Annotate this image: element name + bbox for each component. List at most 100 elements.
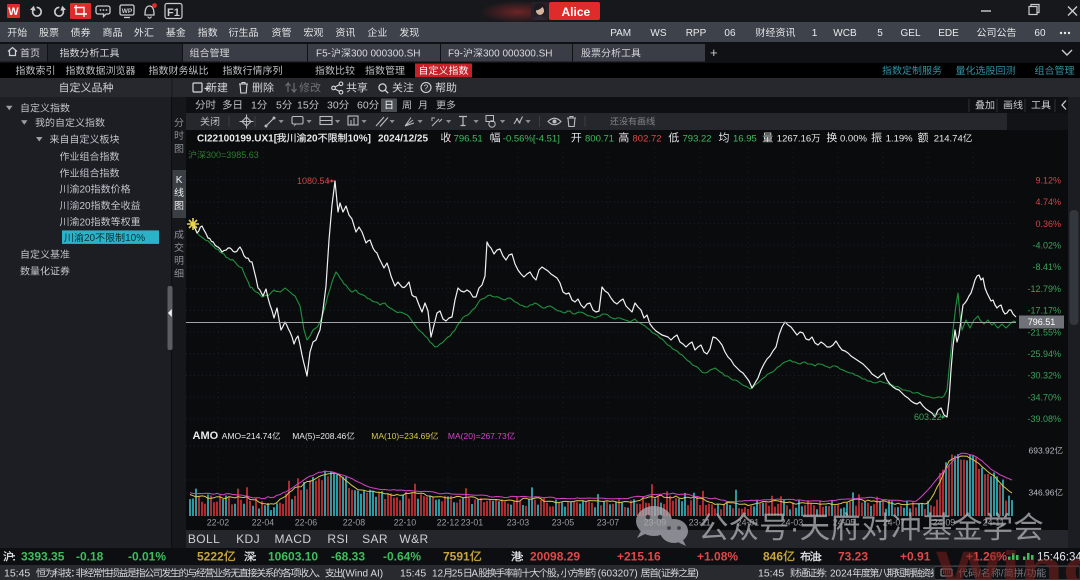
svg-text:(: ( [658,569,662,580]
svg-text:-0.64%: -0.64% [383,550,421,564]
svg-text::: : [819,552,823,564]
svg-text:1267.16: 1267.16 [777,134,811,145]
svg-text:802.72: 802.72 [633,134,662,145]
svg-text:22-04: 22-04 [252,518,275,528]
svg-text:/: / [978,569,981,580]
svg-text::: : [12,552,16,564]
svg-text:·: · [790,511,800,545]
svg-text:06: 06 [724,28,736,39]
svg-text:: 2024: : 2024 [824,569,852,580]
svg-text:Alice: Alice [562,5,591,19]
svg-text:-30.32%: -30.32% [1028,371,1062,381]
svg-text:10603.10: 10603.10 [268,550,318,564]
svg-text:+1.08%: +1.08% [697,550,738,564]
svg-text:10%: 10% [125,233,145,244]
svg-text:-0.01%: -0.01% [128,550,166,564]
svg-text:23-01: 23-01 [461,518,484,528]
svg-text:(Wind AI): (Wind AI) [342,569,383,580]
svg-text:W: W [8,6,19,18]
svg-text:5: 5 [276,100,282,112]
svg-text:15:45: 15:45 [4,568,30,580]
svg-text:WCB: WCB [833,28,857,39]
svg-text:800.71: 800.71 [585,134,614,145]
svg-text:796.51: 796.51 [454,134,483,145]
svg-text:603.22: 603.22 [914,412,942,422]
svg-text:-39.08%: -39.08% [1028,414,1062,424]
svg-text:300 000300.SH: 300 000300.SH [351,49,421,60]
svg-text:796.51: 796.51 [1028,317,1056,327]
svg-text:F5-: F5- [316,49,331,60]
svg-text:?: ? [424,84,429,93]
svg-text:24-05: 24-05 [833,518,856,528]
svg-text:1080.54: 1080.54 [297,176,330,186]
svg-text:GEL: GEL [901,28,921,39]
svg-text:-17.17%: -17.17% [1028,306,1062,316]
svg-text:EDE: EDE [938,28,959,39]
svg-text:20098.29: 20098.29 [530,550,580,564]
svg-text:，: ， [556,569,566,580]
svg-text::: : [253,552,257,564]
svg-text:MA(20)=267.73: MA(20)=267.73 [448,431,507,441]
svg-text:300=3985.63: 300=3985.63 [206,150,259,160]
svg-text:7591: 7591 [443,550,470,564]
svg-text:W&R: W&R [399,532,428,546]
svg-text:24-03: 24-03 [781,518,804,528]
svg-text:4.74%: 4.74% [1036,197,1062,207]
svg-text:20: 20 [80,185,92,196]
svg-text:20: 20 [80,217,92,228]
svg-text:1: 1 [251,100,257,112]
svg-text:24-01: 24-01 [737,518,760,528]
svg-text:15:45: 15:45 [758,568,784,580]
svg-text:SAR: SAR [362,532,388,546]
svg-text:60: 60 [357,100,369,112]
svg-text:+1.26%: +1.26% [966,550,1007,564]
svg-text:793.22: 793.22 [683,134,712,145]
svg-text:F1: F1 [167,7,180,19]
svg-text:23-11: 23-11 [689,518,711,528]
svg-text:(603207): (603207) [595,569,641,580]
svg-text:0.36%: 0.36% [1036,219,1062,229]
svg-text:846: 846 [763,550,783,564]
svg-text:AMO: AMO [193,430,219,442]
svg-text:K: K [176,175,183,186]
svg-text:24-11: 24-11 [983,518,1005,528]
svg-text:1: 1 [812,28,818,39]
svg-text:WP: WP [122,8,133,15]
svg-text:WS: WS [650,28,666,39]
svg-text:23-05: 23-05 [552,518,575,528]
svg-text:20: 20 [84,233,96,244]
svg-text:): ) [695,569,698,580]
svg-text:693.92: 693.92 [1029,446,1055,456]
svg-text:22-10: 22-10 [394,518,417,528]
svg-text:0.00%: 0.00% [840,134,867,145]
svg-text:-25.94%: -25.94% [1028,349,1062,359]
svg-text:10%]: 10%] [348,134,371,145]
svg-text:16.95: 16.95 [733,134,757,145]
svg-text:15:46:34: 15:46:34 [1037,552,1080,564]
svg-text:22-08: 22-08 [343,518,366,528]
svg-text:22-06: 22-06 [295,518,318,528]
svg-text:60: 60 [1034,28,1046,39]
svg-text:24-07: 24-07 [883,518,906,528]
svg-text:23-03: 23-03 [507,518,530,528]
svg-text:A: A [471,569,478,580]
svg-text:73.23: 73.23 [838,550,868,564]
svg-text:9.12%: 9.12% [1036,175,1062,185]
svg-text:KDJ: KDJ [236,532,260,546]
svg-text:1.19%: 1.19% [886,134,913,145]
svg-text:-0.18: -0.18 [76,550,104,564]
svg-text:/: / [1001,569,1004,580]
svg-text:20: 20 [307,134,319,145]
svg-text:F9-: F9- [448,49,463,60]
svg-text:-12.79%: -12.79% [1028,284,1062,294]
svg-text:-0.56%[-4.51]: -0.56%[-4.51] [503,134,560,145]
svg-text:30: 30 [327,100,339,112]
svg-text:20: 20 [80,201,92,212]
svg-text:5: 5 [877,28,883,39]
svg-text:300 000300.SH: 300 000300.SH [483,49,553,60]
svg-text:-8.41%: -8.41% [1033,262,1062,272]
svg-text:-21.55%: -21.55% [1028,327,1062,337]
svg-text:RSI: RSI [327,532,348,546]
svg-text:/: / [1024,569,1027,580]
svg-text:：: ： [70,569,80,580]
